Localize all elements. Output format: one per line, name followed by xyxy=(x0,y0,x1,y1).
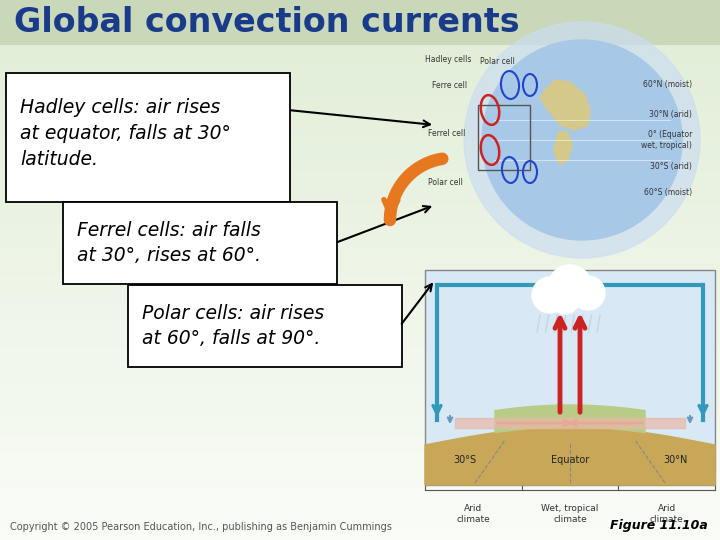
Text: Global convection currents: Global convection currents xyxy=(14,5,520,38)
Circle shape xyxy=(551,286,579,314)
FancyBboxPatch shape xyxy=(128,285,402,367)
FancyBboxPatch shape xyxy=(425,270,715,485)
Text: Ferre cell: Ferre cell xyxy=(433,81,467,90)
Text: 60°S (moist): 60°S (moist) xyxy=(644,187,692,197)
Polygon shape xyxy=(495,405,645,433)
Text: Hadley cells: Hadley cells xyxy=(425,55,472,64)
Polygon shape xyxy=(540,80,590,130)
Text: Wet, tropical
climate: Wet, tropical climate xyxy=(541,504,599,524)
Text: 30°N: 30°N xyxy=(663,455,687,465)
Text: Ferrel cell: Ferrel cell xyxy=(428,129,465,138)
Text: 30°S: 30°S xyxy=(454,455,477,465)
Text: Figure 11.10a: Figure 11.10a xyxy=(611,519,708,532)
Circle shape xyxy=(482,40,682,240)
Circle shape xyxy=(548,265,592,309)
Text: Arid
climate: Arid climate xyxy=(456,504,490,524)
Text: Polar cell: Polar cell xyxy=(428,178,463,187)
Text: 30°S (arid): 30°S (arid) xyxy=(650,163,692,172)
FancyBboxPatch shape xyxy=(63,202,337,284)
Text: Polar cell: Polar cell xyxy=(480,57,515,66)
Text: Polar cells: air rises
at 60°, falls at 90°.: Polar cells: air rises at 60°, falls at … xyxy=(142,303,324,348)
FancyBboxPatch shape xyxy=(0,0,720,45)
Circle shape xyxy=(571,276,605,310)
Polygon shape xyxy=(554,132,572,165)
Circle shape xyxy=(532,277,568,313)
Text: 30°N (arid): 30°N (arid) xyxy=(649,111,692,119)
Circle shape xyxy=(464,22,700,258)
Text: 60°N (moist): 60°N (moist) xyxy=(643,80,692,90)
Text: Copyright © 2005 Pearson Education, Inc., publishing as Benjamin Cummings: Copyright © 2005 Pearson Education, Inc.… xyxy=(10,522,392,532)
Text: Hadley cells: air rises
at equator, falls at 30°
latitude.: Hadley cells: air rises at equator, fall… xyxy=(20,98,231,168)
Text: Arid
climate: Arid climate xyxy=(649,504,683,524)
Text: Ferrel cells: air falls
at 30°, rises at 60°.: Ferrel cells: air falls at 30°, rises at… xyxy=(77,221,261,265)
Polygon shape xyxy=(425,427,715,485)
Text: 0° (Equator
wet, tropical): 0° (Equator wet, tropical) xyxy=(641,130,692,150)
FancyBboxPatch shape xyxy=(6,73,290,202)
Text: Equator: Equator xyxy=(551,455,589,465)
